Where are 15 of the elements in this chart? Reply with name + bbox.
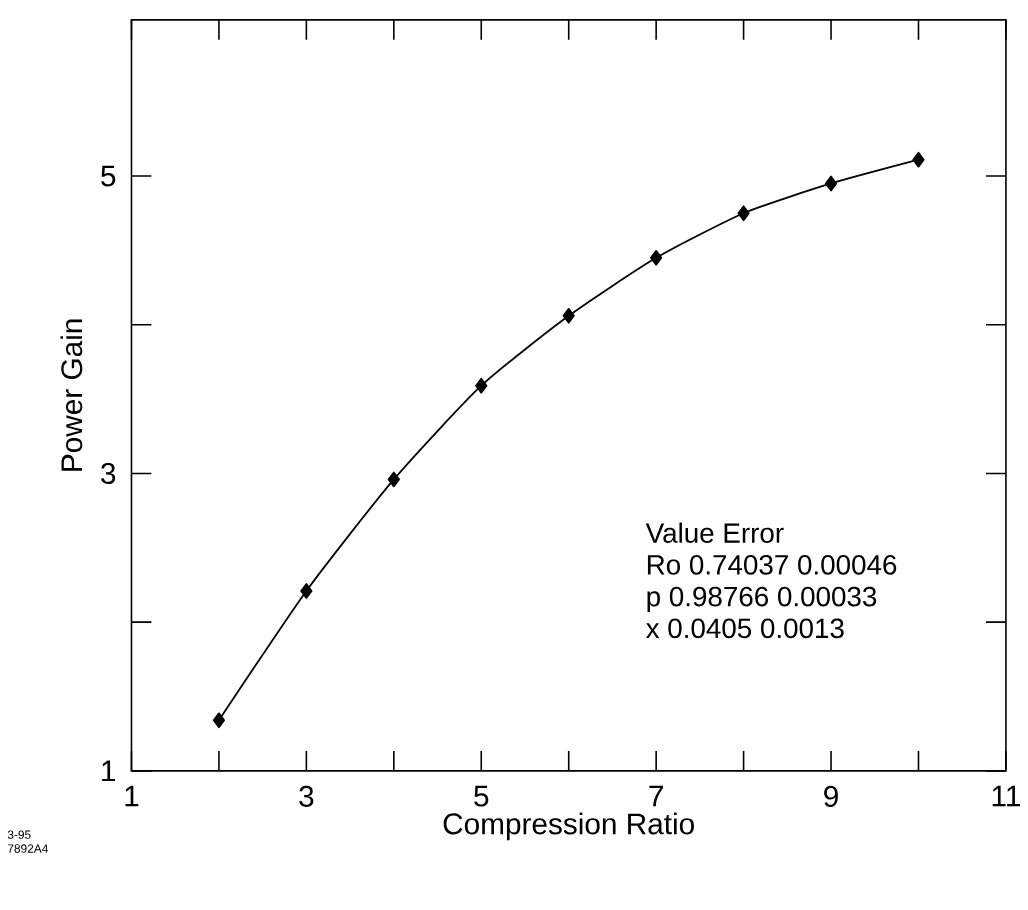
y-tick-label: 5 [101,165,116,187]
y-axis-title: Power Gain [60,319,83,471]
x-tick-label: 11 [992,785,1020,807]
annotation: Value Error [645,522,784,543]
annotation: x 0.0405 0.0013 [645,618,844,639]
y-tick-label: 1 [102,760,116,781]
y-tick-label: 3 [101,462,116,484]
x-tick-label: 3 [299,785,314,807]
x-tick-label: 7 [649,785,663,807]
x-tick-label: 9 [824,785,838,807]
annotation: Ro 0.74037 0.00046 [647,554,897,575]
annotation: p 0.98766 0.00033 [647,586,877,612]
x-tick-label: 1 [125,785,139,807]
x-tick-label: 5 [474,785,489,807]
x-axis-title: Compression Ratio [443,812,694,841]
